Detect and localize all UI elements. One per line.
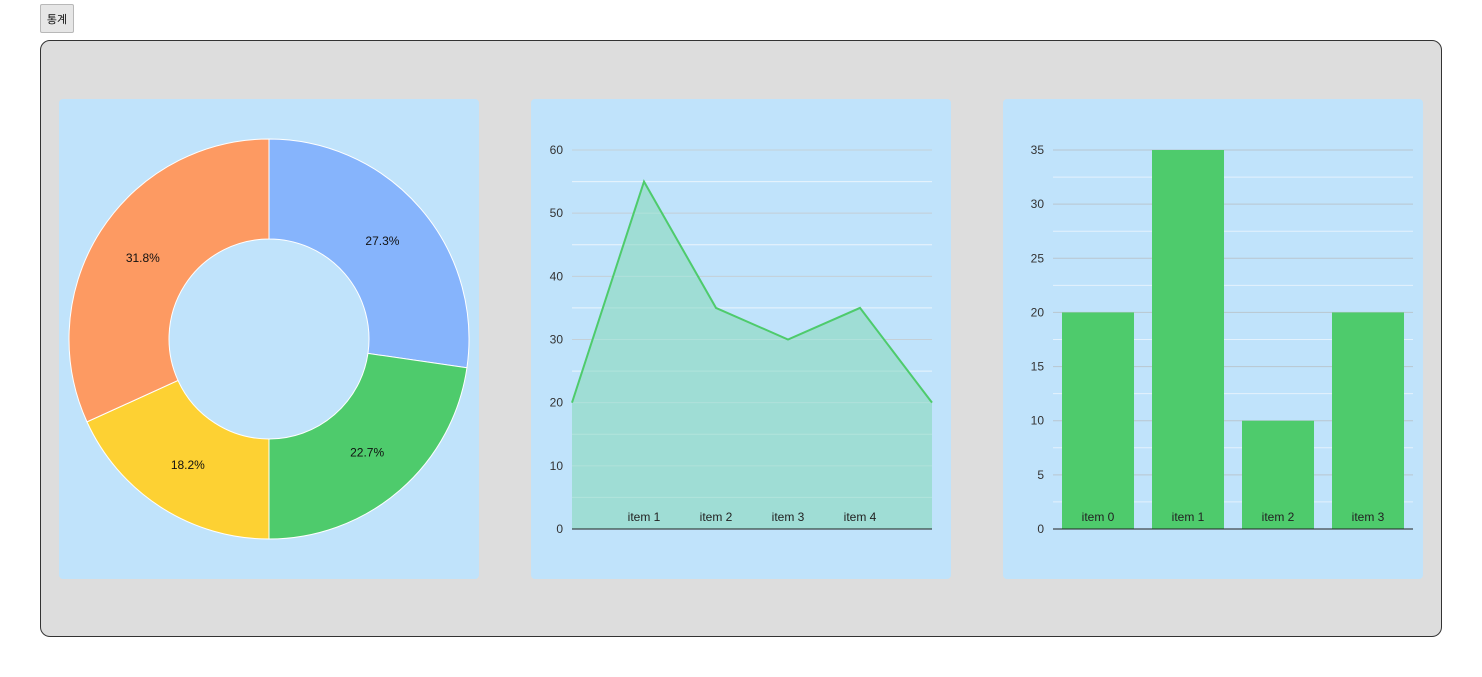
- donut-slice-1: [268, 352, 468, 540]
- x-tick-label: item 2: [700, 510, 733, 524]
- y-tick-label: 20: [550, 396, 564, 410]
- donut-slice-label: 31.8%: [126, 251, 160, 265]
- y-tick-label: 40: [550, 269, 564, 283]
- area-fill: [572, 181, 932, 529]
- bar-3: [1332, 312, 1404, 529]
- stats-button[interactable]: 통계: [40, 4, 74, 33]
- y-tick-label: 35: [1031, 143, 1045, 157]
- bar-2: [1242, 420, 1314, 529]
- donut-slice-label: 18.2%: [171, 458, 205, 472]
- y-tick-label: 25: [1031, 251, 1045, 265]
- y-tick-label: 30: [1031, 197, 1045, 211]
- bar-1: [1152, 150, 1224, 529]
- y-tick-label: 0: [1037, 522, 1044, 536]
- x-tick-label: item 1: [1172, 510, 1205, 524]
- y-tick-label: 0: [556, 522, 563, 536]
- y-tick-label: 15: [1031, 360, 1045, 374]
- donut-chart-card: 27.3% 22.7% 18.2% 31.8%: [59, 99, 479, 579]
- y-tick-label: 5: [1037, 468, 1044, 482]
- donut-slice-label: 22.7%: [350, 445, 384, 459]
- x-tick-label: item 2: [1262, 510, 1295, 524]
- bar-chart-card: 0 5 10 15 20 25 30 35 item 0 item 1 item 2 item 3: [1003, 99, 1423, 579]
- donut-slice-label: 27.3%: [365, 234, 399, 248]
- x-tick-label: item 3: [772, 510, 805, 524]
- x-tick-label: item 0: [1082, 510, 1115, 524]
- area-chart-card: 0 10 20 30 40 50 60 item 1 item 2 item 3 item 4: [531, 99, 951, 579]
- y-tick-label: 50: [550, 206, 564, 220]
- donut-slice-0: [268, 138, 470, 369]
- area-chart: 0 10 20 30 40 50 60 item 1 item 2 item 3 item 4: [550, 143, 933, 536]
- bar-0: [1062, 312, 1134, 529]
- x-tick-label: item 1: [628, 510, 661, 524]
- stats-panel: 27.3% 22.7% 18.2% 31.8% 0 10 20 30 40 50 60 item 1…: [40, 40, 1442, 637]
- y-tick-label: 30: [550, 333, 564, 347]
- donut-slice-3: [68, 138, 270, 423]
- donut-slice-2: [86, 379, 270, 540]
- y-tick-label: 20: [1031, 305, 1045, 319]
- donut-chart: 27.3% 22.7% 18.2% 31.8%: [68, 138, 470, 540]
- area-series-line: [571, 179, 933, 404]
- x-tick-label: item 3: [1352, 510, 1385, 524]
- y-tick-label: 60: [550, 143, 564, 157]
- y-tick-label: 10: [1031, 414, 1045, 428]
- bar-chart: 0 5 10 15 20 25 30 35 item 0 item 1 item 2 item 3: [1031, 143, 1413, 536]
- y-tick-label: 10: [550, 459, 564, 473]
- x-tick-label: item 4: [844, 510, 877, 524]
